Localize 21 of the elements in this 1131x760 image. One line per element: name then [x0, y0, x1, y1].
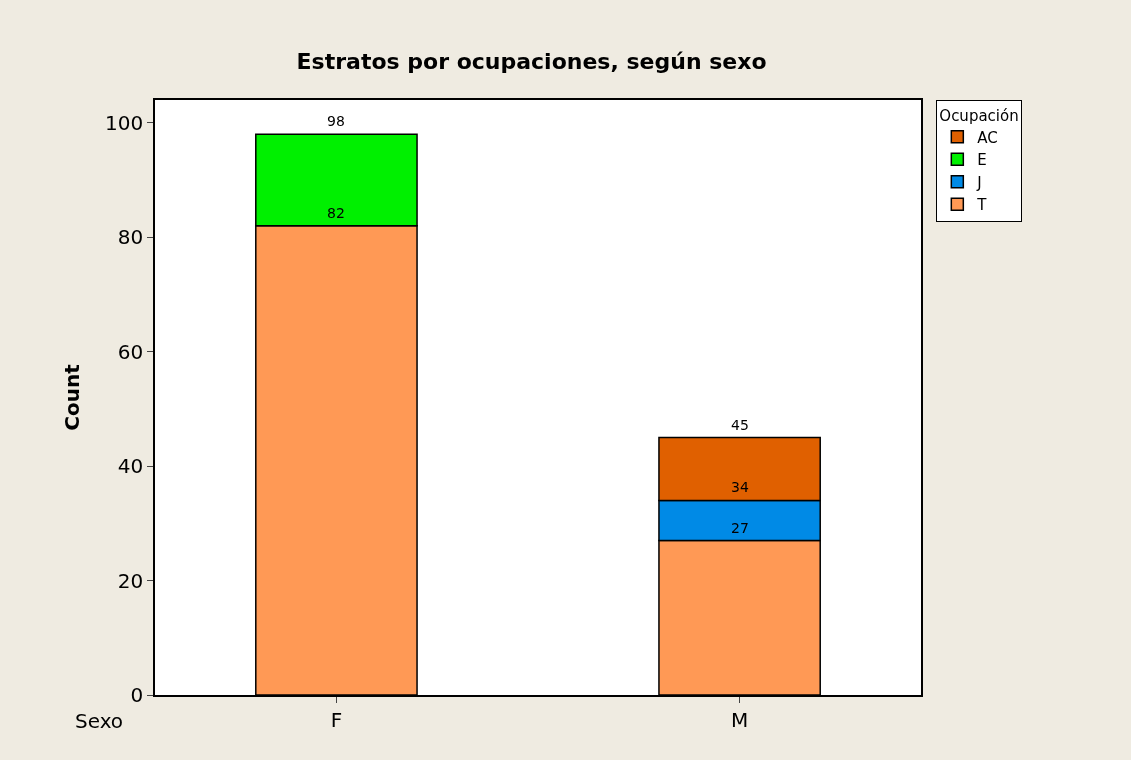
y-tick-label: 60 — [117, 339, 144, 364]
y-tick-label: 0 — [130, 683, 144, 707]
annotation: 82 — [327, 205, 345, 221]
annotation: 34 — [731, 479, 749, 495]
annotation: 45 — [731, 417, 749, 433]
y-axis-title: Count — [60, 363, 85, 431]
y-tick-label: 40 — [117, 454, 144, 479]
annotation: 98 — [327, 113, 345, 129]
y-tick-label: 100 — [105, 110, 144, 135]
annotation: 27 — [731, 520, 749, 536]
legend-label: AC — [977, 128, 998, 147]
x-axis-title: Sexo — [75, 709, 124, 733]
legend-label: E — [977, 151, 987, 170]
legend-title: Ocupación — [939, 106, 1019, 125]
chart-title: Estratos por ocupaciones, según sexo — [296, 48, 767, 74]
legend-label: J — [976, 173, 982, 192]
y-tick-label: 80 — [117, 225, 144, 250]
y-tick-label: 20 — [117, 568, 144, 593]
x-tick-label: F — [330, 707, 343, 732]
x-tick-label: M — [730, 707, 749, 732]
legend-label: T — [976, 196, 988, 215]
